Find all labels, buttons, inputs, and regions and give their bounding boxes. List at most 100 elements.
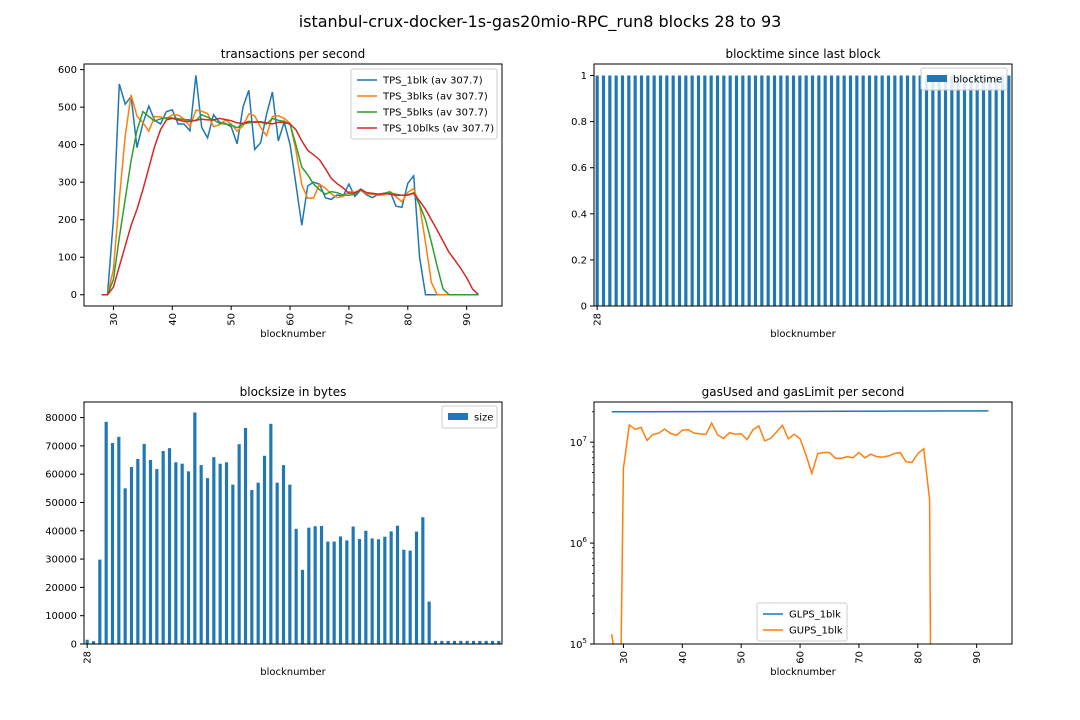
blocktime-bar xyxy=(671,75,675,307)
blocktime-bar xyxy=(918,75,922,307)
blocktime-bar xyxy=(760,75,764,307)
blocktime-bar xyxy=(893,75,897,307)
blocksize-bar xyxy=(212,457,216,644)
x-tick-label-3: 70 xyxy=(854,651,865,664)
x-tick-label-0: 80 xyxy=(403,313,414,326)
y-tick-label-1: 0 xyxy=(581,302,587,313)
blocktime-bar xyxy=(855,75,859,307)
blocksize-bar xyxy=(389,531,393,644)
blocktime-bar xyxy=(905,75,910,307)
blocktime-bar xyxy=(931,75,935,307)
blocktime-bar xyxy=(696,75,701,307)
blocktime-bar xyxy=(874,75,878,307)
y-tick-label-0: 100 xyxy=(58,253,77,264)
legend-label-0: TPS_5blks (av 307.7) xyxy=(382,108,488,119)
blocktime-bar xyxy=(652,75,656,307)
blocksize-bar xyxy=(414,531,419,644)
blocksize-bar xyxy=(117,436,121,644)
blocktime-bar xyxy=(861,75,865,307)
blocktime-bar xyxy=(962,75,967,307)
y-tick-label-2: 30000 xyxy=(45,555,77,566)
y-tick-label-1: 0.2 xyxy=(571,255,587,266)
blocksize-bar xyxy=(332,541,336,644)
blocktime-bar xyxy=(715,75,720,307)
blocksize-bar xyxy=(256,482,260,644)
blocktime-bar xyxy=(924,75,929,307)
blocktime-bar xyxy=(994,75,998,307)
y-tick-label-0: 400 xyxy=(58,140,77,151)
blocktime-bar xyxy=(627,75,631,307)
blocktime-bar xyxy=(886,75,891,307)
blocksize-bar xyxy=(250,490,254,644)
blocksize-bar xyxy=(383,536,387,644)
x-axis-label-1: blocknumber xyxy=(770,329,836,340)
blocksize-bar xyxy=(376,539,381,644)
x-axis-label-2: blocknumber xyxy=(260,667,326,678)
blocktime-bar xyxy=(836,75,840,307)
blocktime-bar xyxy=(766,75,770,307)
blocktime-bar xyxy=(943,75,948,307)
blocktime-bar xyxy=(633,75,637,307)
blocksize-bar xyxy=(345,540,349,644)
blocktime-bar xyxy=(867,75,872,307)
x-tick-label-0: 90 xyxy=(462,313,473,326)
blocksize-bar xyxy=(237,444,241,644)
blocksize-bar xyxy=(205,478,210,644)
legend-label-3: GUPS_1blk xyxy=(789,626,843,637)
y-tick-label-1: 0.6 xyxy=(571,163,587,174)
blocktime-bar xyxy=(981,75,986,307)
blocksize-bar xyxy=(231,484,235,644)
blocktime-bar xyxy=(747,75,751,307)
blocktime-bar xyxy=(608,75,612,307)
blocksize-bar xyxy=(446,640,450,644)
blocksize-bar xyxy=(218,463,222,644)
y-tick-label-1: 0.4 xyxy=(571,209,587,220)
legend-label-2: size xyxy=(474,413,493,424)
blocktime-bar xyxy=(728,75,732,307)
y-tick-label-0: 300 xyxy=(58,178,77,189)
blocksize-bar xyxy=(471,640,476,644)
legend-0 xyxy=(350,68,498,140)
chart-title-3: gasUsed and gasLimit per second xyxy=(702,385,905,399)
blocktime-bar xyxy=(810,75,815,307)
axes-frame-1 xyxy=(593,63,1013,307)
x-tick-label-0: 40 xyxy=(168,313,179,326)
blocktime-bar xyxy=(975,75,979,307)
blocksize-bar xyxy=(490,640,495,644)
blocktime-bar xyxy=(950,75,954,307)
blocksize-bar xyxy=(452,640,457,644)
y-tick-label-2: 0 xyxy=(71,640,77,651)
y-tick-label-0: 0 xyxy=(71,290,77,301)
x-tick-label-3: 40 xyxy=(678,651,689,664)
blocksize-bar xyxy=(110,443,115,644)
x-tick-label-3: 30 xyxy=(619,651,630,664)
legend-label-0: TPS_3blks (av 307.7) xyxy=(382,92,488,103)
y-tick-label-3: 107 xyxy=(570,435,587,449)
series-line-GLPS_1blk xyxy=(611,410,989,413)
chart-title-0: transactions per second xyxy=(221,47,365,61)
y-tick-label-1: 0.8 xyxy=(571,117,587,128)
blocktime-bar xyxy=(829,75,834,307)
blocksize-bar xyxy=(167,448,172,644)
y-tick-label-2: 50000 xyxy=(45,498,77,509)
blocksize-bar xyxy=(370,538,374,644)
chart-title-1: blocktime since last block xyxy=(725,47,880,61)
x-tick-label-0: 50 xyxy=(227,313,238,326)
blocksize-bar xyxy=(281,465,286,644)
y-tick-label-0: 500 xyxy=(58,103,77,114)
blocktime-bar xyxy=(601,75,606,307)
legend-3 xyxy=(756,602,848,642)
legend-swatch-2 xyxy=(448,413,468,420)
blocksize-bar xyxy=(294,528,298,644)
series-line-4 xyxy=(101,117,480,296)
axes-frame-0 xyxy=(83,63,503,307)
blocktime-bar xyxy=(937,75,941,307)
blocktime-bar xyxy=(817,75,821,307)
axes-frame-3 xyxy=(593,401,1013,645)
blocktime-bar xyxy=(595,75,599,307)
x-tick-label-3: 90 xyxy=(972,651,983,664)
y-tick-label-2: 70000 xyxy=(45,441,77,452)
legend-label-3: GLPS_1blk xyxy=(789,610,841,621)
blocksize-bar xyxy=(395,525,400,644)
